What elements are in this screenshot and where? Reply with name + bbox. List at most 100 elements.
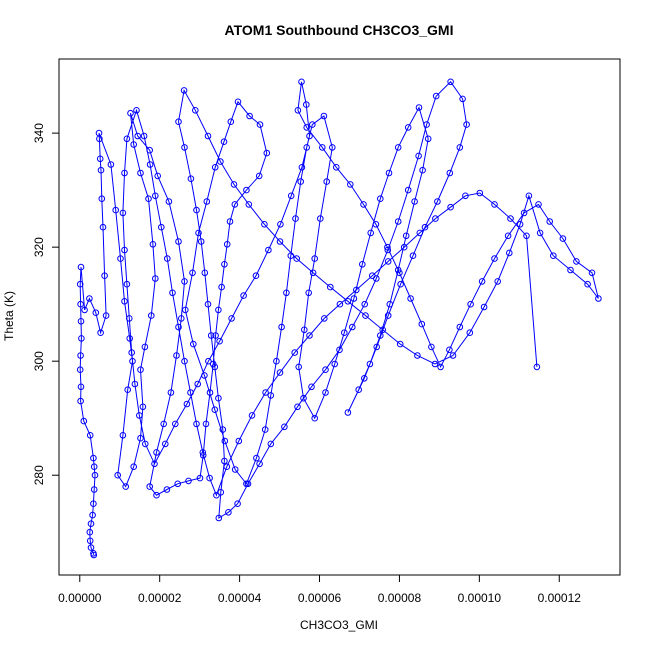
- data-point: [317, 215, 324, 222]
- data-point: [231, 201, 239, 208]
- data-point: [86, 432, 94, 439]
- data-point: [199, 452, 207, 459]
- x-tick-label: 0.00000: [58, 591, 102, 605]
- data-point: [99, 223, 107, 231]
- data-point: [187, 389, 194, 396]
- data-point: [588, 269, 596, 277]
- data-point: [336, 346, 343, 354]
- data-point: [359, 261, 366, 268]
- data-point: [311, 414, 319, 422]
- data-point: [217, 489, 225, 496]
- data-point: [89, 511, 96, 519]
- data-point: [298, 78, 305, 86]
- data-point: [90, 454, 97, 462]
- data-point: [78, 335, 85, 342]
- data-point: [369, 272, 376, 280]
- data-point: [300, 394, 307, 402]
- data-point: [211, 363, 219, 371]
- data-point: [90, 500, 97, 508]
- data-point: [256, 121, 264, 128]
- data-point: [303, 144, 311, 151]
- data-point: [459, 95, 466, 103]
- data-point: [397, 280, 404, 288]
- data-point: [394, 218, 402, 225]
- data-point: [231, 466, 239, 473]
- data-point: [246, 112, 253, 120]
- data-point: [456, 144, 464, 151]
- data-point: [121, 298, 128, 305]
- data-point: [96, 155, 104, 163]
- data-point: [355, 386, 363, 394]
- data-point: [292, 215, 299, 222]
- data-point: [287, 192, 295, 200]
- data-point: [146, 146, 153, 154]
- x-tick-label: 0.00002: [138, 591, 182, 605]
- data-point: [119, 209, 127, 217]
- data-point: [377, 332, 384, 339]
- data-point: [377, 195, 384, 202]
- data-point: [234, 98, 242, 106]
- data-point: [152, 275, 159, 282]
- data-point: [201, 269, 209, 277]
- data-point: [396, 269, 403, 277]
- data-point: [211, 164, 219, 171]
- data-point: [516, 221, 524, 228]
- data-point: [416, 229, 424, 237]
- data-point: [372, 221, 380, 228]
- data-point: [129, 357, 136, 365]
- data-point: [145, 195, 152, 202]
- data-point: [126, 315, 133, 322]
- data-point: [90, 486, 98, 493]
- data-point: [140, 132, 148, 140]
- data-point: [204, 300, 212, 308]
- data-point: [446, 169, 454, 177]
- data-point: [467, 300, 474, 308]
- data-point: [137, 366, 144, 374]
- data-point: [154, 172, 161, 180]
- data-point: [428, 343, 435, 351]
- data-point: [98, 195, 106, 202]
- series-line: [79, 81, 599, 556]
- data-point: [546, 218, 554, 225]
- data-point: [384, 258, 392, 265]
- data-point: [215, 514, 223, 522]
- data-point: [122, 483, 129, 490]
- data-point: [308, 383, 315, 391]
- data-point: [215, 394, 222, 402]
- data-point: [121, 246, 128, 254]
- data-point: [77, 263, 85, 271]
- data-point: [173, 352, 180, 359]
- data-point: [360, 201, 367, 208]
- data-point: [446, 346, 453, 354]
- data-point: [432, 215, 439, 222]
- data-point: [225, 509, 232, 516]
- data-point: [196, 474, 204, 482]
- data-point: [273, 357, 280, 365]
- data-point: [331, 360, 339, 368]
- data-point: [202, 420, 210, 428]
- data-point: [263, 149, 271, 157]
- data-point: [415, 104, 423, 111]
- data-point: [163, 486, 171, 493]
- data-point: [449, 352, 457, 359]
- y-tick-label: 340: [32, 123, 46, 143]
- data-point: [199, 449, 207, 456]
- data-point: [415, 152, 422, 160]
- y-tick-label: 280: [32, 465, 46, 485]
- data-point: [396, 340, 404, 348]
- data-point: [550, 252, 557, 259]
- data-point: [309, 121, 316, 128]
- data-point: [97, 329, 104, 337]
- data-point: [107, 161, 115, 168]
- data-point: [305, 289, 313, 297]
- data-point: [189, 269, 196, 277]
- data-point: [384, 246, 392, 254]
- data-point: [130, 463, 137, 471]
- data-point: [215, 306, 222, 314]
- data-point: [151, 460, 158, 468]
- data-point: [400, 243, 408, 251]
- data-point: [394, 144, 402, 151]
- data-point: [235, 437, 243, 445]
- y-axis: 280 300 320 340: [32, 123, 60, 485]
